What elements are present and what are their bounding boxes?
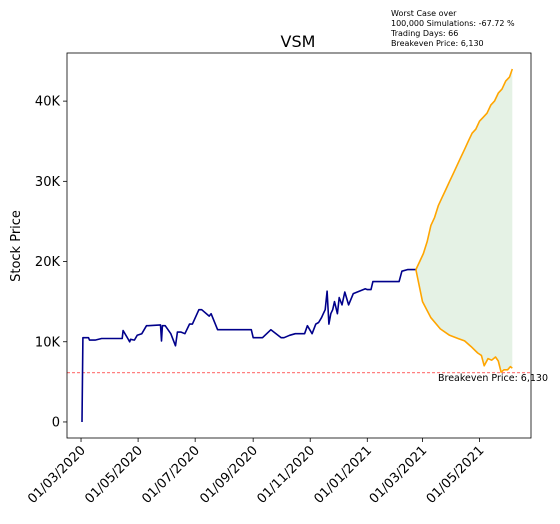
- y-axis: 0 10K 20K 30K 40K: [35, 95, 67, 430]
- y-tick-label: 40K: [35, 95, 61, 110]
- x-tick-label: 01/03/2020: [25, 443, 89, 507]
- forecast-range-fill: [415, 69, 513, 373]
- x-tick-label: 01/07/2020: [139, 443, 203, 507]
- series-lower-line: [415, 269, 513, 374]
- y-tick-label: 20K: [35, 255, 61, 270]
- x-tick-label: 01/11/2020: [254, 443, 318, 507]
- simulation-info: Worst Case over 100,000 Simulations: -67…: [390, 9, 515, 48]
- x-tick-label: 01/01/2021: [312, 443, 376, 507]
- y-tick-label: 0: [52, 415, 60, 430]
- x-axis: 01/03/202001/05/202001/07/202001/09/2020…: [25, 438, 487, 507]
- y-tick-label: 10K: [35, 335, 61, 350]
- plot-frame: [66, 52, 532, 439]
- x-tick-label: 01/09/2020: [197, 443, 261, 507]
- chart-title: VSM: [281, 32, 316, 51]
- info-line-2: 100,000 Simulations: -67.72 %: [391, 19, 515, 28]
- y-tick-label: 30K: [35, 175, 61, 190]
- breakeven-label: Breakeven Price: 6,130: [438, 373, 548, 384]
- x-tick-label: 01/03/2021: [367, 443, 431, 507]
- series-upper-line: [415, 68, 514, 270]
- info-line-3: Trading Days: 66: [390, 29, 458, 38]
- x-tick-label: 01/05/2021: [424, 443, 488, 507]
- y-axis-label: Stock Price: [9, 210, 24, 282]
- series-history-line: [81, 268, 416, 423]
- info-line-4: Breakeven Price: 6,130: [391, 39, 484, 48]
- x-tick-label: 01/05/2020: [82, 443, 146, 507]
- info-line-1: Worst Case over: [391, 9, 457, 18]
